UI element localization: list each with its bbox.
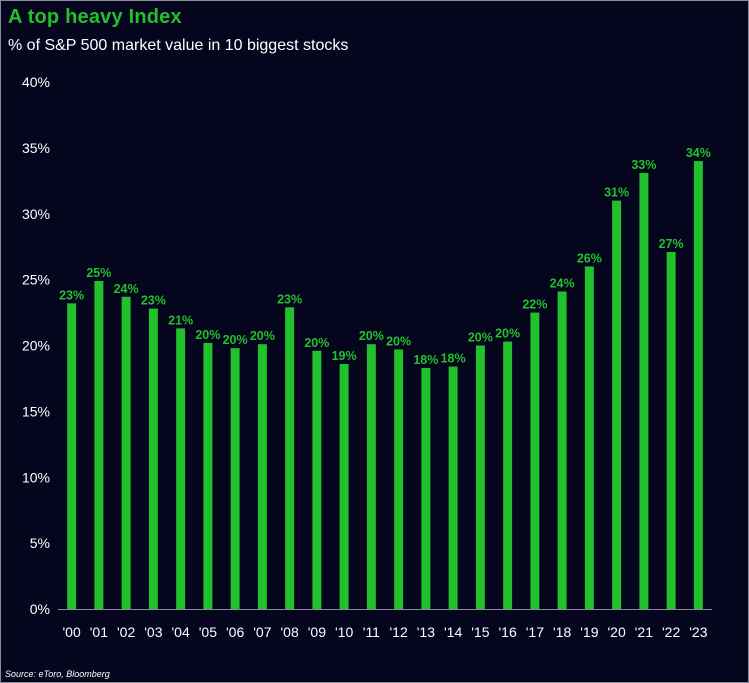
data-label: 26%: [577, 251, 602, 265]
x-tick-label: '15: [471, 624, 489, 640]
bar: [394, 349, 404, 609]
data-label: 24%: [114, 282, 139, 296]
y-tick-label: 20%: [22, 338, 50, 354]
x-tick-label: '14: [444, 624, 462, 640]
x-tick-label: '12: [390, 624, 408, 640]
data-label: 31%: [604, 186, 629, 200]
data-label: 27%: [659, 237, 684, 251]
y-tick-label: 5%: [30, 535, 50, 551]
bar: [230, 348, 240, 609]
y-tick-label: 15%: [22, 403, 50, 419]
data-label: 20%: [359, 329, 384, 343]
data-label: 24%: [550, 276, 575, 290]
data-label: 22%: [522, 298, 547, 312]
bars-group: [67, 161, 703, 610]
bar: [693, 161, 703, 610]
data-label: 25%: [86, 266, 111, 280]
y-tick-label: 40%: [22, 74, 50, 90]
data-label: 34%: [686, 146, 711, 160]
x-tick-label: '18: [553, 624, 571, 640]
bar: [366, 344, 376, 609]
x-tick-label: '05: [199, 624, 217, 640]
bar: [257, 344, 267, 609]
data-label: 20%: [195, 328, 220, 342]
data-label: 23%: [59, 288, 84, 302]
x-tick-label: '06: [226, 624, 244, 640]
chart-title: A top heavy Index: [8, 6, 182, 28]
x-tick-label: '20: [608, 624, 626, 640]
data-label: 20%: [468, 331, 493, 345]
data-label: 23%: [277, 292, 302, 306]
source-note: Source: eToro, Bloomberg: [5, 669, 110, 679]
data-label: 18%: [413, 353, 438, 367]
x-tick-label: '09: [308, 624, 326, 640]
bar: [312, 350, 322, 609]
bar: [475, 345, 485, 609]
data-label: 33%: [631, 158, 656, 172]
y-tick-label: 30%: [22, 206, 50, 222]
y-tick-label: 0%: [30, 601, 50, 617]
bar: [612, 200, 622, 609]
bar: [666, 251, 676, 609]
y-tick-label: 35%: [22, 140, 50, 156]
x-tick-label: '02: [117, 624, 135, 640]
bar: [584, 266, 594, 609]
data-label: 21%: [168, 313, 193, 327]
bar: [121, 296, 131, 609]
bar: [503, 341, 513, 609]
bar: [67, 303, 77, 609]
x-tick-label: '07: [253, 624, 271, 640]
bar: [94, 280, 104, 609]
data-label: 19%: [332, 349, 357, 363]
data-label: 20%: [223, 333, 248, 347]
x-tick-label: '17: [526, 624, 544, 640]
x-tick-label: '11: [363, 624, 380, 640]
x-tick-label: '03: [144, 624, 162, 640]
bar: [339, 363, 349, 609]
bar: [421, 367, 431, 609]
bar: [557, 291, 567, 609]
data-labels-group: 23%25%24%23%21%20% 20% 20%23%20%19%20% 20%1…: [59, 146, 711, 367]
chart-subtitle: % of S&P 500 market value in 10 biggest …: [8, 37, 349, 54]
data-label: 20%: [304, 336, 329, 350]
bar: [448, 366, 458, 609]
y-axis: 0% 5% 10% 15% 20% 25% 30% 35% 40%: [22, 74, 50, 617]
data-label: 20%: [386, 334, 411, 348]
bar: [176, 328, 186, 609]
data-label: 18%: [441, 352, 466, 366]
x-tick-label: '19: [580, 624, 598, 640]
data-label: 23%: [141, 294, 166, 308]
x-tick-label: '23: [689, 624, 707, 640]
x-tick-label: '04: [172, 624, 190, 640]
x-tick-label: '13: [417, 624, 435, 640]
x-tick-label: '21: [635, 624, 653, 640]
x-axis: '00 '01 '02 '03 '04 '05 '06 '07 '08 '09 '10 '11 '12 '…: [58, 609, 712, 640]
x-tick-label: '00: [63, 624, 81, 640]
y-tick-label: 25%: [22, 272, 50, 288]
x-tick-label: '01: [90, 624, 108, 640]
bar: [530, 312, 540, 609]
x-tick-label: '16: [499, 624, 517, 640]
data-label: 20%: [250, 329, 275, 343]
data-label: 20%: [495, 327, 520, 341]
x-tick-label: '22: [662, 624, 680, 640]
bar: [285, 307, 295, 609]
bar: [639, 172, 649, 609]
y-tick-label: 10%: [22, 469, 50, 485]
bar: [148, 308, 158, 609]
x-tick-label: '10: [335, 624, 353, 640]
x-tick-label: '08: [281, 624, 299, 640]
bar: [203, 342, 213, 609]
